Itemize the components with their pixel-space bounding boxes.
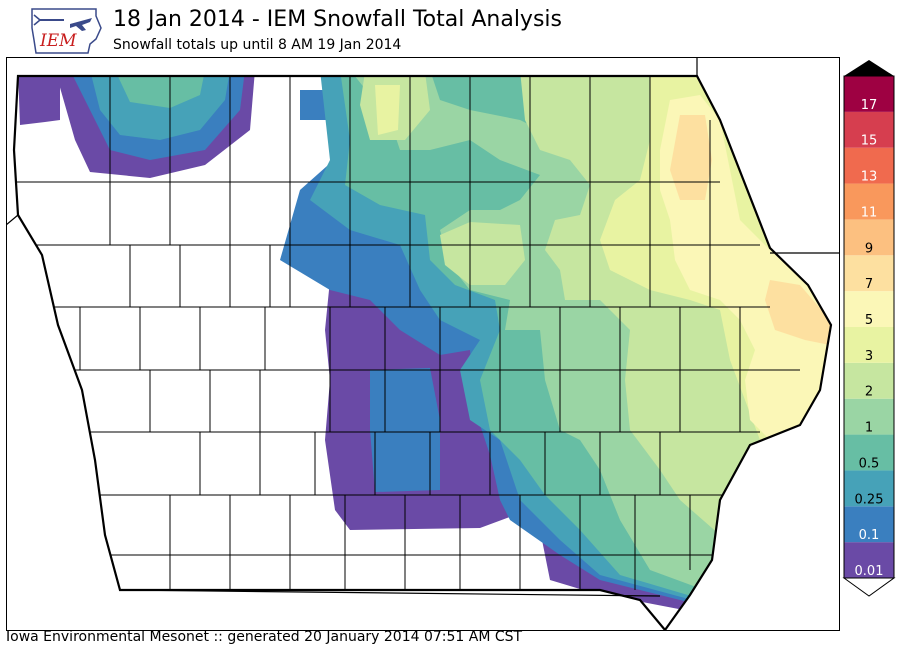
contour-2-west xyxy=(440,222,525,285)
neighbor-state-borders xyxy=(6,57,840,597)
legend-label-2: 2 xyxy=(865,385,873,400)
legend-swatch-7 xyxy=(844,255,894,292)
legend-swatch-17 xyxy=(844,76,894,112)
legend-swatch-5 xyxy=(844,291,894,327)
legend-label-5: 5 xyxy=(865,313,873,328)
iem-logo: IEM xyxy=(31,8,102,54)
legend-swatch-15 xyxy=(844,111,894,148)
legend-swatch-0.01 xyxy=(844,542,894,578)
legend-label-15: 15 xyxy=(861,134,878,149)
legend-label-11: 11 xyxy=(861,205,878,220)
legend-swatch-2 xyxy=(844,362,894,399)
contour-0.01-nw xyxy=(18,76,60,125)
legend-label-9: 9 xyxy=(865,241,873,256)
legend-colorbar: 0.01 0.1 0.25 0.5 1 2 3 5 7 9 11 13 15 17 xyxy=(842,60,896,597)
iowa-state-border xyxy=(12,74,833,631)
legend-label-0.1: 0.1 xyxy=(859,528,880,543)
footer-credit: Iowa Environmental Mesonet :: generated … xyxy=(6,629,523,645)
map-title: 18 Jan 2014 - IEM Snowfall Total Analysi… xyxy=(113,7,562,32)
snowfall-map xyxy=(6,57,840,631)
legend-min-arrow xyxy=(842,577,896,597)
legend-swatch-0.1 xyxy=(844,506,894,543)
contour-7-east xyxy=(765,280,830,345)
contour-3-north xyxy=(375,85,400,135)
county-boundaries xyxy=(14,76,800,590)
legend-label-3: 3 xyxy=(865,349,873,364)
legend-label-1: 1 xyxy=(865,421,873,436)
legend-label-0.01: 0.01 xyxy=(855,564,884,579)
legend-label-17: 17 xyxy=(861,98,878,113)
legend-swatch-11 xyxy=(844,183,894,220)
legend-swatch-13 xyxy=(844,147,894,184)
contour-0.1-c xyxy=(370,368,440,492)
legend-swatch-1 xyxy=(844,398,894,435)
legend-label-7: 7 xyxy=(865,277,873,292)
legend-swatch-0.25 xyxy=(844,470,894,507)
legend-swatch-9 xyxy=(844,219,894,256)
legend-label-0.25: 0.25 xyxy=(855,492,884,507)
contour-7 xyxy=(670,115,712,200)
logo-text: IEM xyxy=(39,31,77,51)
airplane-icon xyxy=(70,18,92,31)
legend-swatch-3 xyxy=(844,327,894,363)
map-subtitle: Snowfall totals up until 8 AM 19 Jan 201… xyxy=(113,37,402,53)
legend-label-0.5: 0.5 xyxy=(859,456,880,471)
legend-frame xyxy=(843,75,895,579)
legend-label-13: 13 xyxy=(861,170,878,185)
legend-max-arrow xyxy=(844,60,894,76)
contour-0.5-n xyxy=(115,76,205,108)
legend-swatch-0.5 xyxy=(844,434,894,471)
